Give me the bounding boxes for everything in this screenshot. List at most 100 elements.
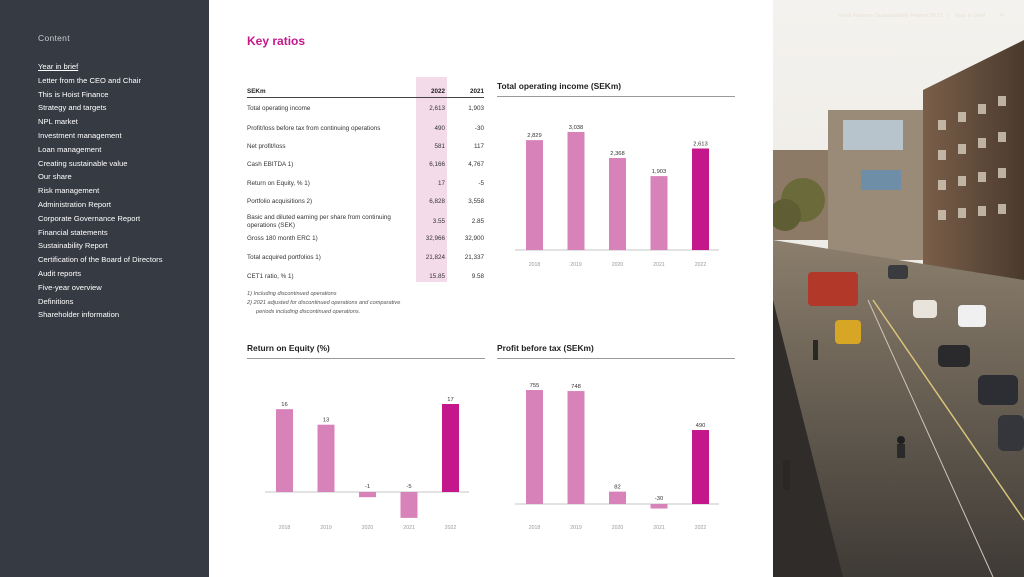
table-cell-2022: 15.85	[429, 273, 445, 280]
chart-x-tick-label: 2022	[695, 262, 707, 268]
table-cell-2022: 6,828	[429, 198, 445, 205]
toc-item-financial-statements[interactable]: Financial statements	[38, 227, 108, 237]
table-header-rule	[247, 97, 484, 98]
chart-bar-2020	[609, 158, 626, 250]
current-year-column-highlight	[416, 77, 447, 282]
chart-value-label: 82	[614, 485, 620, 491]
chart-value-label: 2,368	[610, 151, 625, 157]
chart-bar-2022	[692, 148, 709, 250]
toc-item-investment-management[interactable]: Investment management	[38, 130, 122, 140]
chart-value-label: 17	[447, 397, 453, 403]
chart-bar-2018	[526, 140, 543, 250]
chart-x-tick-label: 2018	[529, 525, 541, 531]
table-row-label: Basic and diluted earning per share from…	[247, 214, 391, 229]
toc-item-certification-of-the-board-of-directors[interactable]: Certification of the Board of Directors	[38, 255, 163, 265]
table-header-2021: 2021	[469, 88, 484, 95]
toc-item-creating-sustainable-value[interactable]: Creating sustainable value	[38, 158, 128, 168]
table-cell-2021: 4,767	[468, 161, 484, 168]
chart-x-tick-label: 2022	[695, 525, 707, 531]
chart-x-tick-label: 2018	[529, 262, 541, 268]
table-cell-2022: 21,824	[425, 254, 445, 261]
chart-value-label: 1,903	[652, 169, 667, 175]
chart-bar-2019	[567, 391, 585, 504]
table-row-label: Gross 180 month ERC 1)	[247, 235, 318, 242]
toc-item-audit-reports[interactable]: Audit reports	[38, 268, 82, 278]
toc-item-sustainability-report[interactable]: Sustainability Report	[38, 241, 108, 251]
total-operating-income-chart: 2,829 2018 3,038 2019 2,368 2020 1,903 2021 2,61…	[515, 125, 719, 268]
chart-x-tick-label: 2019	[570, 262, 582, 268]
chart-x-tick-label: 2021	[653, 525, 665, 531]
toc-item-definitions[interactable]: Definitions	[38, 296, 74, 306]
table-row-label: Net profit/loss	[247, 143, 286, 150]
table-cell-2022: 581	[434, 143, 445, 150]
toc-item-loan-management[interactable]: Loan management	[38, 144, 102, 154]
table-cell-2022: 6,166	[429, 161, 445, 168]
chart-x-tick-label: 2022	[445, 525, 457, 531]
return-on-equity-chart: 16 2018 13 2019 -1 2020 -5 2021 17 2022	[265, 397, 469, 531]
chart-bar-2018	[526, 390, 543, 504]
toc-item-our-share[interactable]: Our share	[38, 172, 72, 182]
table-header-2022: 2022	[430, 88, 445, 95]
chart-value-label: 490	[696, 423, 706, 429]
table-cell-2021: 9.58	[471, 273, 484, 280]
table-cell-2021: -30	[474, 125, 484, 132]
chart-bar-2021	[650, 504, 668, 509]
chart-x-tick-label: 2020	[612, 262, 624, 268]
toc-item-npl-market[interactable]: NPL market	[38, 117, 78, 127]
chart-title-profit-before-tax: Profit before tax (SEKm)	[497, 343, 594, 353]
table-row-label: Profit/loss before tax from continuing o…	[247, 125, 381, 132]
table-cell-2022: 2,613	[429, 105, 445, 112]
table-cell-2021: 21,337	[464, 254, 484, 261]
running-header: Hoist Finance Sustainability Report 2022…	[838, 13, 1008, 19]
toc-item-risk-management[interactable]: Risk management	[38, 186, 100, 196]
chart-value-label: 3,038	[569, 125, 584, 131]
toc-item-five-year-overview[interactable]: Five-year overview	[38, 282, 102, 292]
chart-value-label: -5	[406, 484, 411, 490]
chart-value-label: 13	[323, 418, 329, 424]
toc-item-strategy-and-targets[interactable]: Strategy and targets	[38, 103, 107, 113]
chart-title-rule	[247, 358, 485, 359]
toc-item-shareholder-information[interactable]: Shareholder information	[38, 310, 120, 320]
chart-bar-2021	[650, 176, 668, 250]
running-header-doc-title: Hoist Finance Sustainability Report 2022	[838, 13, 943, 19]
chart-bar-2022	[692, 430, 709, 504]
chart-x-tick-label: 2019	[570, 525, 582, 531]
table-row-label: Portfolio acquisitions 2)	[247, 198, 313, 205]
toc-item-administration-report[interactable]: Administration Report	[38, 199, 112, 209]
chart-title-total-operating-income: Total operating income (SEKm)	[497, 81, 622, 91]
page-title: Key ratios	[247, 34, 306, 48]
chart-x-tick-label: 2021	[653, 262, 665, 268]
toc-item-year-in-brief[interactable]: Year in brief	[38, 62, 79, 71]
toc-item-corporate-governance-report[interactable]: Corporate Governance Report	[38, 213, 141, 223]
sidebar-nav: Content Year in brief Letter from the CEO…	[0, 0, 209, 577]
table-cell-2022: 490	[434, 125, 445, 132]
table-row-label: Total operating income	[247, 105, 311, 112]
chart-value-label: -30	[655, 496, 663, 502]
table-cell-2022: 32,966	[425, 235, 445, 242]
table-cell-2021: -5	[478, 180, 484, 187]
toc-item-letter-from-the-ceo-and-chair[interactable]: Letter from the CEO and Chair	[38, 75, 141, 85]
chart-x-tick-label: 2021	[403, 525, 415, 531]
chart-bar-2021	[400, 492, 418, 518]
chart-value-label: 748	[571, 384, 581, 390]
running-header-section: Year in brief	[954, 13, 985, 19]
chart-bar-2019	[317, 424, 335, 492]
table-row-label: Total acquired portfolios 1)	[247, 254, 321, 261]
chart-title-return-on-equity: Return on Equity (%)	[247, 343, 330, 353]
table-cell-2022: 3.55	[432, 218, 445, 225]
header-separator: |	[947, 13, 950, 19]
profit-before-tax-chart: 755 2018 748 2019 82 2020 -30 2021 490 2022	[515, 383, 719, 531]
street-scene-illustration	[773, 0, 1024, 577]
chart-x-tick-label: 2018	[279, 525, 291, 531]
table-header-unit: SEKm	[247, 88, 266, 95]
footnote-1: 1) Including discontinued operations	[247, 291, 337, 297]
table-cell-2021: 117	[473, 143, 484, 150]
chart-bar-2020	[609, 491, 626, 504]
table-row-label: Return on Equity, % 1)	[247, 180, 310, 187]
table-cell-2021: 1,903	[468, 105, 484, 112]
toc-item-this-is-hoist-finance[interactable]: This is Hoist Finance	[38, 89, 109, 99]
chart-value-label: 2,613	[693, 142, 708, 148]
table-footnotes: 1) Including discontinued operations 2) …	[247, 290, 400, 317]
chart-x-tick-label: 2020	[362, 525, 374, 531]
table-cell-2022: 17	[437, 180, 445, 187]
